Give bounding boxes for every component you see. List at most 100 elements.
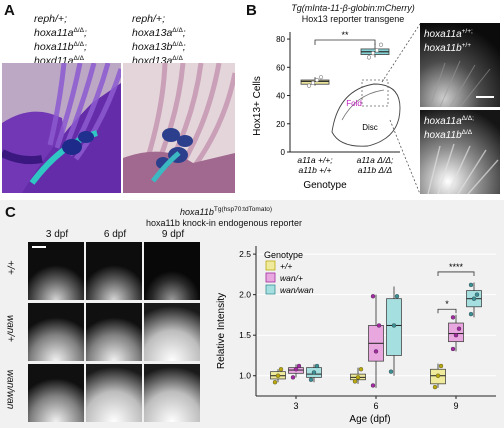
fin-inset-roi	[361, 79, 389, 107]
data-point	[366, 55, 372, 60]
x-tick-label: a11b +/+	[299, 165, 332, 175]
data-point	[468, 282, 474, 288]
micrograph-cell	[144, 364, 200, 422]
hox13-box-chart: Hox13+ Cells Genotype 0 20 40 60 80 ** a11a +/…	[252, 30, 401, 191]
legend-label: +/+	[280, 261, 292, 271]
data-point	[391, 323, 397, 328]
fin-inset-outline	[331, 83, 401, 147]
data-point	[314, 363, 320, 369]
superscript: Δ/Δ	[172, 41, 183, 48]
micrograph-cell	[28, 303, 84, 361]
y-tick-label: 1.5	[239, 330, 251, 340]
genotype-line: hoxa11b	[34, 41, 74, 53]
column-header: 9 dpf	[161, 229, 185, 240]
legend-swatch	[265, 272, 276, 283]
data-point	[450, 346, 456, 352]
data-point	[278, 367, 284, 372]
data-point	[388, 369, 394, 374]
y-tick-label: 40	[276, 92, 285, 101]
data-point	[275, 373, 281, 378]
y-tick-label: 20	[276, 120, 285, 129]
significance-bracket	[437, 271, 475, 276]
genotype-line: hoxd11a	[34, 55, 74, 67]
x-tick-label: a11a Δ/Δ;	[357, 155, 394, 165]
stained-fin-image-left	[2, 63, 121, 193]
stained-fin-image-right	[123, 63, 235, 193]
data-point	[352, 379, 358, 384]
box	[448, 322, 464, 343]
data-point	[272, 380, 278, 385]
significance-label: ****	[449, 262, 464, 272]
data-point	[370, 51, 376, 56]
data-point	[376, 323, 382, 328]
genotype-line: hoxa13b	[132, 41, 173, 53]
micrograph-cell	[86, 364, 142, 422]
panel-c-title-gene: hoxa11b	[180, 207, 214, 217]
superscript: Δ/Δ	[73, 55, 85, 62]
genotype-line: reph/+;	[34, 13, 67, 25]
data-point	[374, 48, 380, 53]
data-point	[370, 294, 376, 299]
data-point	[355, 375, 361, 380]
x-tick-label: 9	[453, 401, 458, 411]
column-header: 6 dpf	[103, 229, 127, 240]
data-point	[308, 377, 314, 382]
y-axis-label: Hox13+ Cells	[252, 76, 263, 136]
y-tick-label: 80	[276, 35, 285, 44]
data-point	[373, 349, 379, 354]
x-tick-label: 3	[293, 401, 298, 411]
legend-swatch	[265, 284, 276, 295]
superscript: Δ/Δ	[172, 55, 183, 62]
data-point	[290, 375, 296, 380]
genotype-line: hoxa11a	[34, 27, 74, 39]
legend-label: wan/wan	[280, 285, 314, 295]
micrograph-cell	[86, 242, 142, 300]
micrograph-cell	[144, 303, 200, 361]
data-point	[474, 292, 480, 297]
data-point	[311, 370, 317, 375]
row-label: +/+	[4, 260, 16, 275]
panel-b-title: Tg(mInta-11-β-globin:mCherry)	[291, 3, 415, 13]
data-point	[310, 80, 316, 85]
x-axis-label: Age (dpf)	[349, 414, 390, 425]
reporter-micrograph-grid	[28, 242, 200, 422]
inset-guide-lines	[381, 23, 421, 195]
micrograph-cell	[28, 242, 84, 300]
panel-b-letter: B	[246, 2, 257, 19]
micrograph-wildtype: hoxa11a+/+; hoxa11b+/+	[420, 23, 500, 107]
genotype-line: hoxd13a	[132, 55, 173, 67]
data-point	[293, 367, 299, 372]
superscript: Δ/Δ	[73, 41, 85, 48]
panel-c-subtitle: hoxa11b knock-in endogenous reporter	[146, 218, 302, 228]
data-point	[435, 373, 441, 378]
x-axis-label: Genotype	[303, 180, 347, 191]
disc-label: Disc	[362, 123, 378, 132]
data-point	[450, 315, 456, 320]
y-axis-label: Relative Intensity	[216, 293, 227, 369]
micrograph-label: hoxa11a+/+; hoxa11b+/+	[424, 28, 473, 54]
legend: Genotype+/+ wan/+ wan/wan	[264, 250, 314, 295]
micrograph-label: hoxa11aΔ/Δ; hoxa11bΔ/Δ	[424, 115, 474, 141]
intensity-box-chart: Relative Intensity Age (dpf) 1.0 1.5 2.0 2.…	[216, 246, 496, 425]
micrograph-cell	[28, 364, 84, 422]
panel-b-subtitle: Hox13 reporter transgene	[301, 14, 405, 24]
y-tick-label: 2.0	[239, 290, 251, 300]
data-point	[432, 384, 438, 390]
data-point	[471, 296, 477, 301]
genotype-line: hoxa13a	[132, 27, 173, 39]
data-point	[296, 363, 302, 369]
panel-a-right-genotype: reph/+; hoxa13aΔ/Δ; hoxa13bΔ/Δ; hoxd13aΔ…	[132, 13, 186, 67]
genotype-line: reph/+;	[132, 13, 165, 25]
y-tick-label: 1.0	[239, 371, 251, 381]
micrograph-cell	[86, 303, 142, 361]
x-tick-label: a11b Δ/Δ	[358, 165, 393, 175]
panel-a-left-genotype: reph/+; hoxa11aΔ/Δ; hoxa11bΔ/Δ; hoxd11aΔ…	[34, 13, 87, 67]
data-point	[394, 294, 400, 299]
data-point	[358, 367, 364, 372]
data-point	[378, 42, 384, 47]
significance-label: **	[341, 30, 349, 40]
legend-title: Genotype	[264, 250, 303, 260]
significance-bracket	[314, 39, 376, 45]
panel-c-subtitle-text: hoxa11b knock-in endogenous reporter	[146, 218, 302, 228]
micrograph-mutant: hoxa11aΔ/Δ; hoxa11bΔ/Δ	[420, 110, 500, 194]
